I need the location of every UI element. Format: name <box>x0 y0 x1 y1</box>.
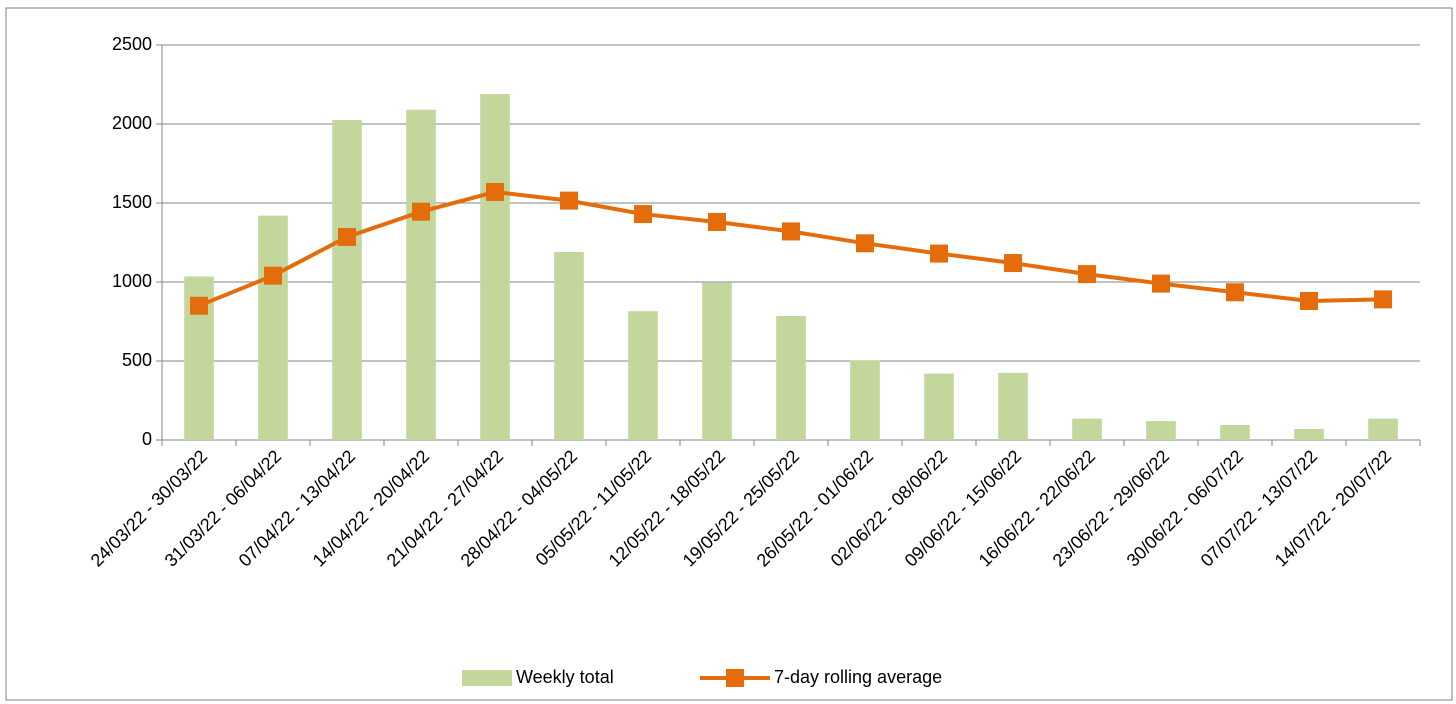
marker <box>634 205 652 224</box>
legend-swatch <box>462 670 512 686</box>
marker <box>338 227 356 246</box>
bar <box>998 372 1028 440</box>
bar <box>776 315 806 440</box>
bar <box>628 311 658 440</box>
bar <box>332 120 362 441</box>
bar <box>924 373 954 440</box>
bar <box>1146 421 1176 440</box>
bar <box>702 282 732 440</box>
y-tick-label: 500 <box>122 350 152 370</box>
y-tick-label: 2500 <box>112 34 152 54</box>
y-tick-label: 2000 <box>112 113 152 133</box>
marker <box>560 191 578 210</box>
marker <box>1374 290 1392 309</box>
marker <box>708 212 726 231</box>
marker <box>412 202 430 221</box>
bar <box>1368 418 1398 440</box>
bar <box>1220 424 1250 440</box>
marker <box>1004 254 1022 273</box>
bar <box>850 360 880 440</box>
marker <box>1152 274 1170 293</box>
bar <box>406 109 436 440</box>
marker <box>1078 265 1096 284</box>
y-tick-label: 0 <box>142 429 152 449</box>
bar <box>554 251 584 440</box>
marker <box>486 182 504 201</box>
marker <box>930 244 948 263</box>
marker <box>1300 291 1318 310</box>
marker <box>782 222 800 241</box>
marker <box>1226 283 1244 302</box>
marker <box>264 266 282 285</box>
bar <box>1072 418 1102 440</box>
marker <box>856 234 874 253</box>
legend-label: Weekly total <box>516 667 614 687</box>
y-tick-label: 1500 <box>112 192 152 212</box>
legend-swatch <box>726 669 744 687</box>
marker <box>190 296 208 315</box>
bar <box>258 215 288 440</box>
y-tick-label: 1000 <box>112 271 152 291</box>
bar <box>480 93 510 440</box>
legend-label: 7-day rolling average <box>774 667 942 687</box>
bar <box>1294 428 1324 440</box>
